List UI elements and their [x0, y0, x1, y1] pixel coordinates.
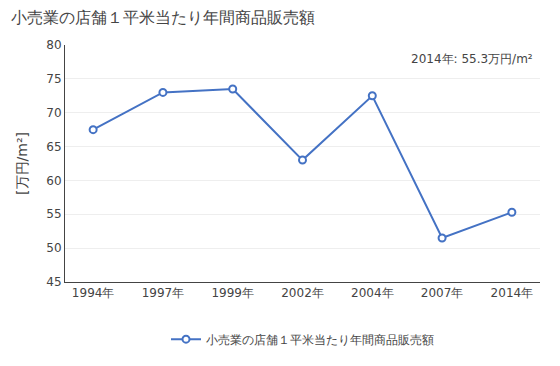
- svg-text:80: 80: [46, 38, 61, 52]
- svg-text:2014年: 55.3万円/m²: 2014年: 55.3万円/m²: [411, 52, 533, 66]
- svg-text:2002年: 2002年: [281, 286, 324, 300]
- svg-text:[万円/m²]: [万円/m²]: [14, 132, 30, 195]
- svg-text:小売業の店舗１平米当たり年間商品販売額: 小売業の店舗１平米当たり年間商品販売額: [11, 8, 315, 27]
- svg-text:70: 70: [46, 106, 61, 120]
- svg-text:2014年: 2014年: [491, 286, 534, 300]
- svg-text:2004年: 2004年: [351, 286, 394, 300]
- svg-text:50: 50: [46, 241, 61, 255]
- svg-text:小売業の店舗１平米当たり年間商品販売額: 小売業の店舗１平米当たり年間商品販売額: [206, 333, 434, 347]
- svg-text:2007年: 2007年: [421, 286, 464, 300]
- svg-text:75: 75: [46, 72, 61, 86]
- svg-text:60: 60: [46, 174, 61, 188]
- svg-text:1999年: 1999年: [211, 286, 254, 300]
- svg-text:55: 55: [46, 207, 61, 221]
- svg-text:45: 45: [46, 275, 61, 289]
- svg-text:1997年: 1997年: [142, 286, 185, 300]
- svg-text:65: 65: [46, 140, 61, 154]
- svg-text:1994年: 1994年: [72, 286, 115, 300]
